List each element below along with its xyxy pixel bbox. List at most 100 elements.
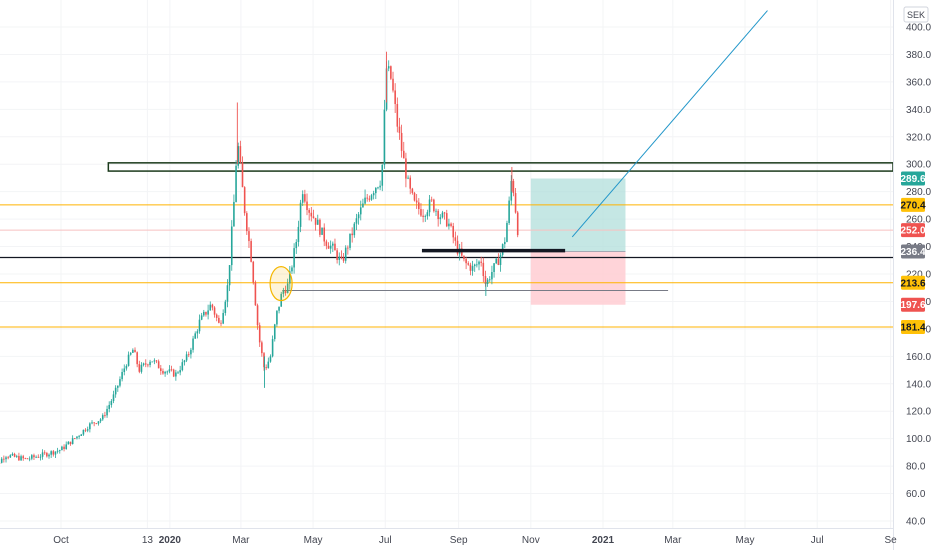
candle-body[interactable] [493, 263, 495, 272]
candle-body[interactable] [0, 458, 3, 463]
candle-body[interactable] [144, 363, 147, 365]
candle-body[interactable] [69, 441, 72, 445]
candle-body[interactable] [329, 245, 332, 249]
candle-body[interactable] [218, 317, 220, 323]
candle-body[interactable] [332, 243, 334, 246]
candle-body[interactable] [28, 458, 31, 460]
candle-body[interactable] [510, 181, 513, 201]
candle-body[interactable] [86, 429, 89, 431]
candle-body[interactable] [50, 451, 52, 455]
candle-body[interactable] [246, 213, 248, 232]
candle-body[interactable] [228, 265, 231, 286]
candle-body[interactable] [308, 210, 310, 213]
candle-body[interactable] [467, 263, 470, 265]
candle-body[interactable] [140, 364, 143, 372]
candle-body[interactable] [452, 225, 455, 238]
candle-body[interactable] [222, 312, 224, 324]
candle-body[interactable] [396, 104, 399, 127]
candle-body[interactable] [52, 451, 55, 455]
candle-body[interactable] [482, 262, 485, 277]
candle-body[interactable] [321, 227, 323, 235]
candle-body[interactable] [166, 371, 169, 373]
candle-body[interactable] [37, 456, 40, 458]
price-tag[interactable]: 181.4 [900, 319, 926, 334]
candle-body[interactable] [422, 215, 424, 217]
candle-body[interactable] [254, 282, 257, 306]
candle-body[interactable] [194, 333, 197, 339]
candle-body[interactable] [293, 248, 295, 268]
candle-body[interactable] [278, 306, 280, 311]
candle-body[interactable] [233, 201, 235, 227]
candle-body[interactable] [58, 450, 61, 451]
candle-body[interactable] [226, 285, 229, 302]
candle-body[interactable] [273, 324, 276, 340]
candle-body[interactable] [381, 164, 384, 186]
candle-body[interactable] [151, 361, 154, 363]
candle-body[interactable] [211, 304, 214, 308]
candle-body[interactable] [325, 241, 328, 246]
candle-body[interactable] [420, 209, 422, 216]
candle-body[interactable] [340, 256, 343, 258]
candle-body[interactable] [336, 250, 338, 260]
candle-body[interactable] [117, 385, 119, 388]
candle-body[interactable] [497, 258, 500, 265]
candle-body[interactable] [267, 361, 270, 369]
price-axis[interactable]: 40.060.080.0100.0120.0140.0160.0180.0200… [893, 0, 932, 550]
candle-body[interactable] [394, 90, 396, 105]
candle-body[interactable] [175, 372, 177, 377]
candle-body[interactable] [112, 394, 115, 401]
candle-body[interactable] [35, 456, 37, 458]
candle-body[interactable] [297, 226, 300, 242]
candle-body[interactable] [392, 78, 394, 91]
candle-body[interactable] [456, 240, 459, 254]
candle-body[interactable] [26, 458, 29, 460]
candle-body[interactable] [82, 429, 85, 435]
candle-body[interactable] [125, 365, 128, 369]
candle-body[interactable] [295, 241, 298, 249]
candle-body[interactable] [269, 356, 272, 362]
candle-body[interactable] [377, 187, 379, 189]
candle-body[interactable] [248, 231, 250, 242]
candle-body[interactable] [463, 255, 465, 260]
candle-body[interactable] [46, 453, 48, 457]
candle-body[interactable] [33, 455, 35, 458]
candle-body[interactable] [110, 400, 113, 405]
candle-body[interactable] [445, 213, 448, 227]
candle-body[interactable] [448, 223, 450, 227]
candle-body[interactable] [95, 423, 98, 425]
candle-body[interactable] [276, 310, 278, 325]
candle-body[interactable] [170, 369, 173, 371]
candle-body[interactable] [177, 372, 179, 374]
candle-body[interactable] [142, 363, 145, 365]
candle-body[interactable] [149, 361, 151, 366]
candle-body[interactable] [56, 450, 59, 452]
candle-body[interactable] [198, 319, 201, 332]
candle-body[interactable] [24, 458, 27, 460]
candle-body[interactable] [516, 212, 519, 236]
candle-body[interactable] [104, 415, 106, 416]
candle-body[interactable] [284, 290, 287, 294]
candle-body[interactable] [338, 256, 341, 260]
candle-body[interactable] [469, 264, 472, 271]
price-tag[interactable]: 289.6 [900, 171, 926, 186]
candle-body[interactable] [398, 126, 401, 133]
candle-body[interactable] [347, 247, 349, 249]
candle-body[interactable] [31, 455, 33, 459]
candle-body[interactable] [213, 307, 216, 315]
candle-body[interactable] [205, 311, 207, 315]
candle-body[interactable] [97, 421, 100, 424]
candle-body[interactable] [164, 371, 166, 374]
candle-body[interactable] [61, 446, 63, 451]
candle-body[interactable] [368, 198, 371, 200]
candle-body[interactable] [286, 283, 289, 294]
candle-body[interactable] [39, 456, 42, 458]
candle-body[interactable] [235, 165, 237, 202]
candle-body[interactable] [230, 226, 233, 266]
candle-body[interactable] [390, 66, 392, 79]
candle-body[interactable] [67, 441, 70, 445]
candle-body[interactable] [342, 257, 345, 261]
candle-body[interactable] [430, 199, 433, 201]
candle-body[interactable] [351, 233, 353, 236]
candle-body[interactable] [129, 352, 132, 355]
candle-body[interactable] [5, 457, 7, 460]
